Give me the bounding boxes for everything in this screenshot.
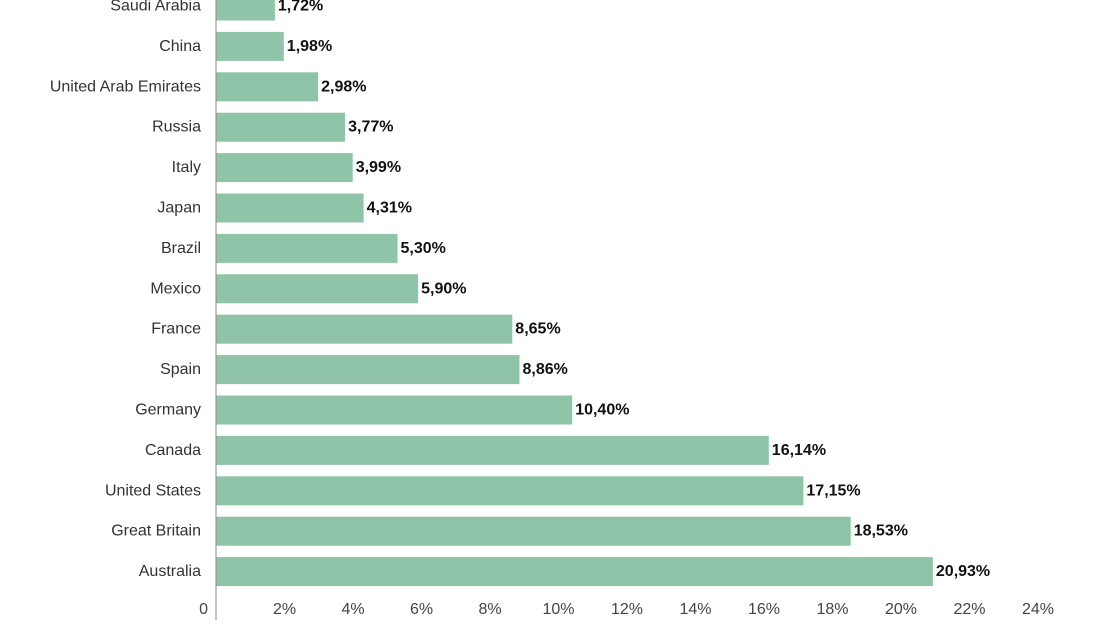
bar [216, 314, 513, 344]
x-tick-label: 8% [478, 601, 501, 618]
value-label: 3,77% [348, 119, 393, 136]
category-label: China [159, 38, 201, 55]
category-label: Russia [152, 119, 201, 136]
category-label: Italy [172, 159, 201, 176]
bar [216, 557, 933, 587]
x-tick-label: 20% [885, 601, 917, 618]
value-label: 1,98% [287, 38, 332, 55]
bar [216, 153, 353, 183]
category-label: Mexico [150, 280, 201, 297]
bar [216, 274, 419, 304]
value-label: 20,93% [936, 563, 990, 580]
value-label: 18,53% [854, 523, 908, 540]
bar [216, 193, 364, 223]
x-tick-label: 22% [953, 601, 985, 618]
x-tick-label: 16% [748, 601, 780, 618]
value-label: 3,99% [356, 159, 401, 176]
value-label: 4,31% [367, 200, 412, 217]
x-tick-label: 14% [679, 601, 711, 618]
bar [216, 112, 346, 142]
bar [216, 516, 851, 546]
category-label: Brazil [161, 240, 201, 257]
value-label: 5,90% [421, 280, 466, 297]
bar [216, 72, 319, 102]
x-tick-label: 6% [410, 601, 433, 618]
value-label: 10,40% [575, 402, 629, 419]
category-label: Germany [135, 402, 201, 419]
bar [216, 395, 573, 425]
category-label: Saudi Arabia [110, 0, 201, 15]
value-label: 8,86% [523, 361, 568, 378]
category-label: France [151, 321, 201, 338]
value-label: 16,14% [772, 442, 826, 459]
category-label: United States [105, 482, 201, 499]
bar [216, 355, 520, 385]
value-label: 1,72% [278, 0, 323, 15]
value-label: 2,98% [321, 78, 366, 95]
category-label: Canada [145, 442, 201, 459]
value-label: 17,15% [806, 482, 860, 499]
bar [216, 31, 284, 61]
x-tick-label: 2% [273, 601, 296, 618]
category-labels-group: Saudi Arabia China United Arab Emirates Rus… [50, 0, 201, 580]
x-tick-label: 0 [199, 601, 208, 618]
bar [216, 233, 398, 263]
category-label: Australia [139, 563, 201, 580]
bar [216, 435, 769, 465]
category-label: Great Britain [111, 523, 201, 540]
category-label: United Arab Emirates [50, 78, 201, 95]
bar [216, 0, 275, 21]
value-label: 8,65% [515, 321, 560, 338]
x-tick-label: 18% [816, 601, 848, 618]
bar [216, 476, 804, 506]
x-tick-label: 24% [1022, 601, 1054, 618]
x-tick-label: 4% [341, 601, 364, 618]
bars-group [216, 0, 933, 587]
value-label: 5,30% [401, 240, 446, 257]
category-label: Spain [160, 361, 201, 378]
x-tick-labels-group: 0 2% 4% 6% 8% 10% 12% 14% 16% 18% 20% 22% 24% [199, 601, 1054, 618]
value-labels-group: 1,72% 1,98% 2,98% 3,77% 3,99% 4,31% 5,30% 5,90%… [278, 0, 990, 580]
category-label: Japan [157, 200, 201, 217]
x-tick-label: 10% [542, 601, 574, 618]
x-tick-label: 12% [611, 601, 643, 618]
